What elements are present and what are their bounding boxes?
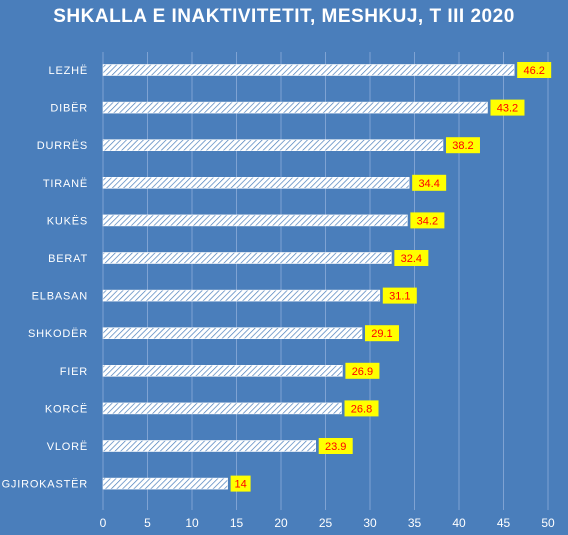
bar xyxy=(102,440,317,452)
data-labels: 46.2 43.2 38.2 34.4 34.2 32.4 31.1 29.1 26.9 26.8… xyxy=(230,62,552,492)
category-label: LEZHË xyxy=(49,65,88,77)
data-label: 23.9 xyxy=(325,441,346,453)
bar xyxy=(102,214,408,227)
x-tick-label: 20 xyxy=(274,516,288,530)
data-label: 26.9 xyxy=(352,366,373,378)
x-tick-label: 15 xyxy=(230,516,244,530)
x-tick-label: 0 xyxy=(100,516,107,530)
data-label: 31.1 xyxy=(389,291,410,303)
data-label-box xyxy=(394,250,429,266)
data-label: 46.2 xyxy=(523,65,544,77)
category-label: KUKËS xyxy=(47,215,88,227)
bar xyxy=(102,139,444,151)
data-label: 26.8 xyxy=(351,403,372,415)
gridlines xyxy=(102,52,549,510)
bar xyxy=(102,327,363,340)
data-label: 43.2 xyxy=(497,103,518,115)
data-label: 38.2 xyxy=(452,140,473,152)
data-label-box xyxy=(318,438,353,454)
x-tick-label: 25 xyxy=(319,516,333,530)
x-tick-label: 5 xyxy=(144,516,151,530)
bars xyxy=(102,64,515,490)
category-label: KORCË xyxy=(45,403,88,415)
bar xyxy=(102,64,515,76)
data-label-box xyxy=(410,212,445,229)
bar xyxy=(102,364,343,377)
data-label-box xyxy=(345,362,380,379)
category-label: TIRANË xyxy=(43,178,88,190)
data-label-box xyxy=(490,99,525,116)
x-tick-label: 45 xyxy=(497,516,511,530)
data-label-box xyxy=(412,174,447,191)
x-tick-label: 50 xyxy=(541,516,555,530)
bar xyxy=(102,101,488,114)
data-label: 34.4 xyxy=(418,178,439,190)
data-label-box xyxy=(445,137,480,154)
category-label: SHKODËR xyxy=(28,328,88,340)
category-label: GJIROKASTËR xyxy=(2,479,88,491)
x-axis-ticks: 0 5 10 15 20 25 30 35 40 45 50 xyxy=(100,516,555,530)
data-label: 29.1 xyxy=(371,328,392,340)
data-label-box xyxy=(382,287,417,304)
category-label: ELBASAN xyxy=(32,291,88,303)
data-label-box xyxy=(344,400,379,417)
data-label: 14 xyxy=(234,479,246,491)
category-label: DURRËS xyxy=(37,140,88,152)
bar xyxy=(102,402,342,415)
bar xyxy=(102,477,228,490)
data-label-box xyxy=(230,475,251,492)
bar xyxy=(102,177,410,189)
category-labels: LEZHË DIBËR DURRËS TIRANË KUKËS BERAT ELBASAN S… xyxy=(2,65,88,491)
data-label: 32.4 xyxy=(401,253,422,265)
chart-title: SHKALLA E INAKTIVITETIT, MESHKUJ, T III … xyxy=(53,6,515,27)
category-label: BERAT xyxy=(48,253,88,265)
category-label: DIBËR xyxy=(50,103,88,115)
data-label-box xyxy=(364,325,399,342)
x-tick-label: 40 xyxy=(452,516,466,530)
x-tick-label: 35 xyxy=(408,516,422,530)
category-label: FIER xyxy=(60,366,88,378)
category-label: VLORË xyxy=(47,441,88,453)
x-tick-label: 30 xyxy=(363,516,377,530)
bar xyxy=(102,252,392,264)
bar xyxy=(102,289,381,302)
x-tick-label: 10 xyxy=(185,516,199,530)
data-label-box xyxy=(517,62,552,78)
data-label: 34.2 xyxy=(417,215,438,227)
